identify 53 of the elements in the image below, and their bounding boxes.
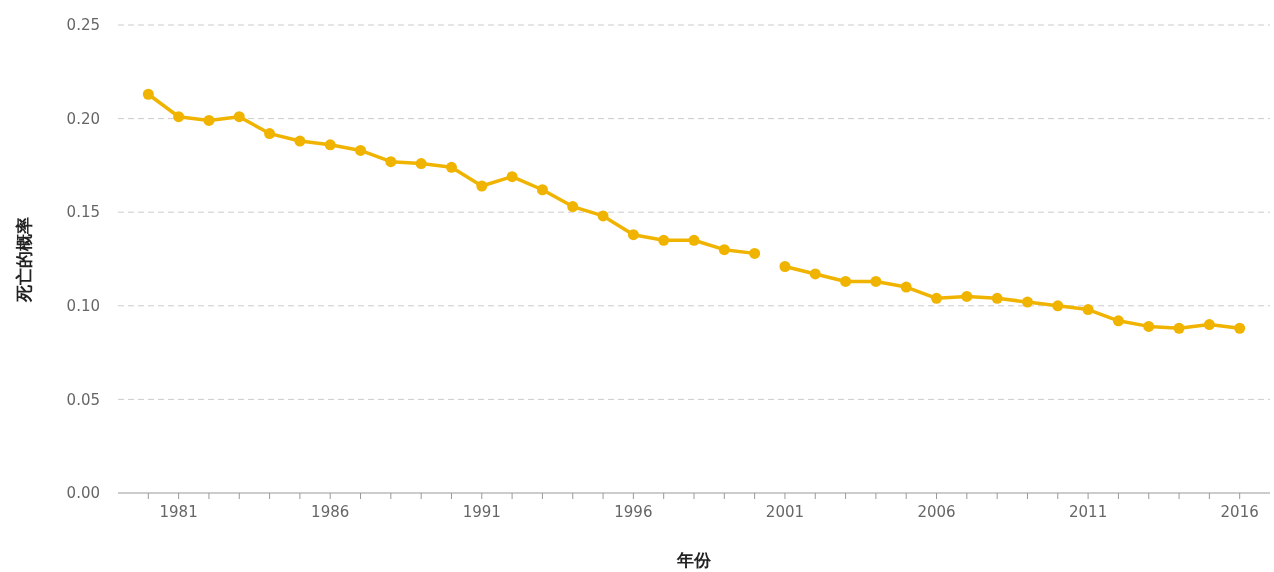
point — [627, 229, 639, 241]
x-tick-label: 1996 — [614, 503, 653, 521]
y-tick-label: 0.20 — [66, 109, 100, 128]
point — [779, 260, 791, 272]
point — [658, 234, 670, 246]
x-tick-label: 2006 — [917, 503, 956, 521]
x-tick-label: 2016 — [1220, 503, 1259, 521]
point — [142, 88, 154, 100]
point — [991, 292, 1003, 304]
point — [718, 244, 730, 256]
point — [1052, 300, 1064, 312]
point — [506, 171, 518, 183]
y-axis-title: 死亡的概率 — [14, 216, 34, 303]
point — [840, 275, 852, 287]
point — [355, 144, 367, 156]
y-tick-label: 0.05 — [66, 390, 100, 409]
point — [415, 158, 427, 170]
point — [749, 247, 761, 259]
y-tick-label: 0.15 — [66, 203, 100, 222]
x-axis-title: 年份 — [676, 550, 712, 570]
point — [294, 135, 306, 147]
point — [931, 292, 943, 304]
y-tick-label: 0.00 — [66, 484, 100, 503]
point — [233, 111, 245, 123]
point — [324, 139, 336, 151]
point — [1173, 322, 1185, 334]
point — [1082, 304, 1094, 316]
x-tick-label: 2011 — [1069, 503, 1108, 521]
point — [688, 234, 700, 246]
x-tick-label: 1981 — [159, 503, 198, 521]
point — [900, 281, 912, 293]
point — [809, 268, 821, 280]
y-tick-label: 0.25 — [66, 16, 100, 35]
point — [476, 180, 488, 192]
point — [1234, 322, 1246, 334]
point — [385, 156, 397, 168]
y-tick-label: 0.10 — [66, 297, 100, 316]
point — [1112, 315, 1124, 327]
point — [445, 161, 457, 173]
point — [173, 111, 185, 123]
point — [536, 184, 548, 196]
x-tick-label: 1991 — [462, 503, 501, 521]
point — [1203, 319, 1215, 331]
point — [961, 290, 973, 302]
point — [870, 275, 882, 287]
point — [264, 128, 276, 140]
point — [1021, 296, 1033, 308]
x-tick-label: 1986 — [311, 503, 350, 521]
point — [567, 201, 579, 213]
point — [1143, 320, 1155, 332]
point — [203, 114, 215, 126]
x-tick-label: 2001 — [765, 503, 805, 521]
point — [597, 210, 609, 222]
